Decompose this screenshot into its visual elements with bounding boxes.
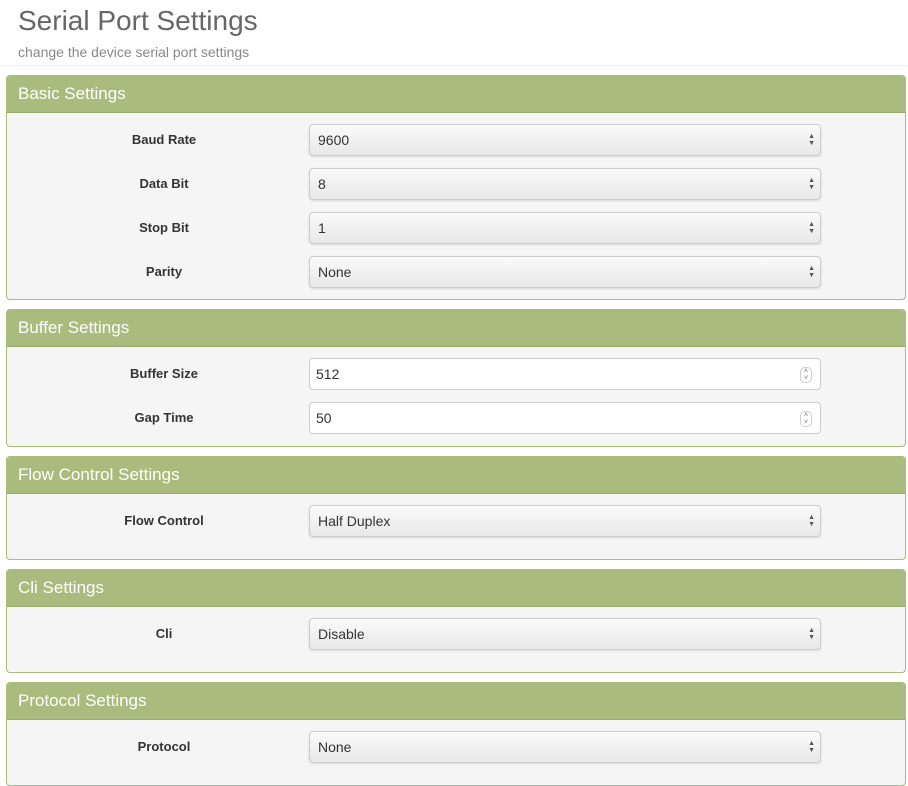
form-row-stop-bit: Stop Bit 1 ▲ ▼: [7, 212, 905, 244]
parity-value: None: [318, 264, 352, 280]
form-row-gap-time: Gap Time 50 ˄ ˅: [7, 402, 905, 434]
buffer-size-value: 512: [316, 366, 340, 382]
data-bit-label: Data Bit: [139, 176, 189, 191]
cli-select[interactable]: Disable ▲ ▼: [309, 618, 821, 650]
panel-title: Flow Control Settings: [7, 457, 905, 494]
form-row-flow-control: Flow Control Half Duplex ▲ ▼: [7, 505, 905, 537]
panel-body: Buffer Size 512 ˄ ˅ Gap Time 50 ˄ ˅: [7, 347, 905, 446]
gap-time-label: Gap Time: [134, 410, 194, 425]
panel-body: Protocol None ▲ ▼: [7, 720, 905, 785]
gap-time-value: 50: [316, 410, 332, 426]
flow-control-select[interactable]: Half Duplex ▲ ▼: [309, 505, 821, 537]
page-title: Serial Port Settings: [18, 5, 258, 36]
stop-bit-label: Stop Bit: [139, 220, 189, 235]
baud-rate-label: Baud Rate: [131, 132, 197, 147]
data-bit-select[interactable]: 8 ▲ ▼: [309, 168, 821, 200]
parity-select[interactable]: None ▲ ▼: [309, 256, 821, 288]
panel-title: Buffer Settings: [7, 310, 905, 347]
panel-title: Basic Settings: [7, 76, 905, 113]
panel-body: Baud Rate 9600 ▲ ▼ Data Bit 8 ▲ ▼ Stop Bit…: [7, 113, 905, 299]
form-row-data-bit: Data Bit 8 ▲ ▼: [7, 168, 905, 200]
panel-body: Flow Control Half Duplex ▲ ▼: [7, 494, 905, 559]
data-bit-value: 8: [318, 176, 326, 192]
panel-protocol-settings: Protocol Settings Protocol None ▲ ▼: [6, 682, 906, 786]
form-row-baud-rate: Baud Rate 9600 ▲ ▼: [7, 124, 905, 156]
protocol-label: Protocol: [137, 739, 191, 754]
cli-label: Cli: [155, 626, 173, 641]
number-spinner-icon[interactable]: ˄ ˅: [800, 367, 812, 383]
form-row-parity: Parity None ▲ ▼: [7, 256, 905, 288]
flow-control-value: Half Duplex: [318, 513, 391, 529]
select-arrows-icon: ▲ ▼: [808, 177, 815, 191]
panel-basic-settings: Basic Settings Baud Rate 9600 ▲ ▼ Data Bi…: [6, 75, 906, 300]
number-spinner-icon[interactable]: ˄ ˅: [800, 411, 812, 427]
form-row-buffer-size: Buffer Size 512 ˄ ˅: [7, 358, 905, 390]
stop-bit-select[interactable]: 1 ▲ ▼: [309, 212, 821, 244]
select-arrows-icon: ▲ ▼: [808, 514, 815, 528]
gap-time-input[interactable]: 50 ˄ ˅: [309, 402, 821, 434]
panel-flow-control-settings: Flow Control Settings Flow Control Half …: [6, 456, 906, 560]
page-header: Serial Port Settings change the device s…: [0, 0, 908, 66]
protocol-value: None: [318, 739, 352, 755]
select-arrows-icon: ▲ ▼: [808, 221, 815, 235]
form-row-protocol: Protocol None ▲ ▼: [7, 731, 905, 763]
select-arrows-icon: ▲ ▼: [808, 133, 815, 147]
select-arrows-icon: ▲ ▼: [808, 627, 815, 641]
baud-rate-select[interactable]: 9600 ▲ ▼: [309, 124, 821, 156]
settings-panels: Basic Settings Baud Rate 9600 ▲ ▼ Data Bi…: [0, 66, 908, 786]
baud-rate-value: 9600: [318, 132, 350, 148]
page-subtitle: change the device serial port settings: [18, 44, 250, 60]
flow-control-label: Flow Control: [124, 513, 204, 528]
panel-title: Protocol Settings: [7, 683, 905, 720]
buffer-size-input[interactable]: 512 ˄ ˅: [309, 358, 821, 390]
select-arrows-icon: ▲ ▼: [808, 265, 815, 279]
buffer-size-label: Buffer Size: [130, 366, 198, 381]
panel-title: Cli Settings: [7, 570, 905, 607]
stop-bit-value: 1: [318, 220, 326, 236]
select-arrows-icon: ▲ ▼: [808, 740, 815, 754]
protocol-select[interactable]: None ▲ ▼: [309, 731, 821, 763]
form-row-cli: Cli Disable ▲ ▼: [7, 618, 905, 650]
panel-body: Cli Disable ▲ ▼: [7, 607, 905, 672]
cli-value: Disable: [318, 626, 365, 642]
panel-cli-settings: Cli Settings Cli Disable ▲ ▼: [6, 569, 906, 673]
panel-buffer-settings: Buffer Settings Buffer Size 512 ˄ ˅ Gap T…: [6, 309, 906, 447]
parity-label: Parity: [145, 264, 183, 279]
